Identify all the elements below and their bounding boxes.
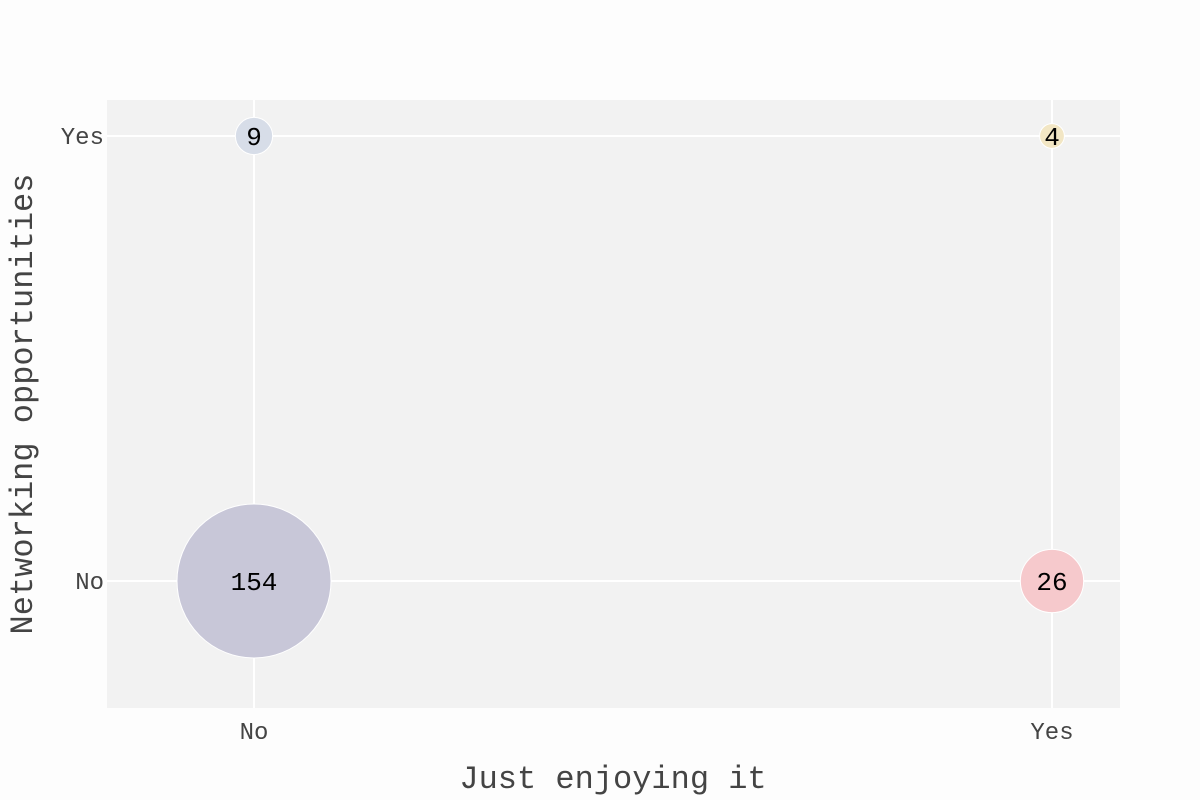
data-label-layer: 154 26 9 4 bbox=[231, 123, 1068, 598]
bubble bbox=[1019, 548, 1085, 614]
x-axis-title: Just enjoying it bbox=[459, 761, 766, 798]
bubble bbox=[176, 503, 332, 659]
bubble bbox=[234, 116, 274, 156]
data-label: 26 bbox=[1036, 568, 1067, 598]
x-axis-ticks: No Yes bbox=[240, 720, 1074, 747]
y-axis-title: Networking opportunities bbox=[5, 174, 42, 635]
y-tick-label: Yes bbox=[61, 125, 104, 152]
data-label: 154 bbox=[231, 568, 278, 598]
y-tick-label: No bbox=[75, 570, 104, 597]
x-tick-label: Yes bbox=[1030, 720, 1073, 747]
bubble-layer bbox=[176, 116, 1085, 659]
bubble bbox=[1039, 123, 1065, 149]
x-tick-label: No bbox=[240, 720, 269, 747]
data-label: 4 bbox=[1044, 123, 1060, 153]
data-label: 9 bbox=[246, 123, 262, 153]
y-axis-ticks: No Yes bbox=[61, 125, 104, 597]
